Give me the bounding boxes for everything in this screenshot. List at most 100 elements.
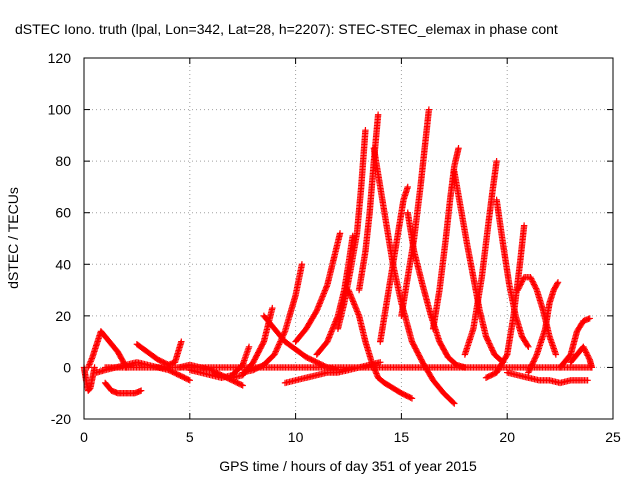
data-point bbox=[484, 336, 491, 343]
data-point bbox=[408, 395, 416, 402]
data-point bbox=[178, 338, 185, 345]
data-point bbox=[407, 394, 414, 401]
data-point bbox=[87, 358, 94, 365]
data-point bbox=[531, 355, 539, 362]
data-point bbox=[455, 145, 462, 152]
data-point bbox=[483, 334, 490, 342]
data-point bbox=[530, 358, 537, 365]
x-tick-label: 10 bbox=[288, 429, 304, 445]
data-point bbox=[515, 284, 523, 291]
data-point bbox=[582, 349, 590, 356]
data-point bbox=[250, 357, 258, 365]
data-series bbox=[281, 359, 384, 387]
data-series bbox=[85, 328, 130, 371]
data-point bbox=[486, 341, 494, 349]
data-series bbox=[482, 222, 528, 381]
data-point bbox=[253, 352, 261, 359]
data-series bbox=[525, 279, 562, 376]
data-point bbox=[531, 356, 538, 364]
data-point bbox=[516, 282, 524, 289]
data-point bbox=[488, 345, 496, 353]
data-point bbox=[482, 333, 490, 340]
data-point bbox=[514, 286, 521, 294]
data-series bbox=[556, 315, 593, 371]
data-point bbox=[450, 399, 457, 406]
x-tick-label: 20 bbox=[499, 429, 515, 445]
data-point bbox=[362, 127, 369, 134]
data-point bbox=[525, 343, 532, 350]
x-tick-label: 15 bbox=[394, 429, 410, 445]
data-point bbox=[487, 343, 494, 350]
data-point bbox=[255, 349, 262, 356]
data-point bbox=[408, 338, 416, 345]
data-series bbox=[493, 196, 532, 350]
data-point bbox=[532, 352, 540, 360]
x-tick-label: 25 bbox=[605, 429, 621, 445]
x-tick-label: 0 bbox=[80, 429, 88, 445]
data-point bbox=[490, 348, 497, 355]
data-point bbox=[413, 348, 421, 355]
data-point bbox=[525, 367, 533, 375]
data-point bbox=[271, 349, 279, 357]
data-point bbox=[531, 282, 538, 289]
data-point bbox=[518, 279, 525, 287]
y-tick-label: 20 bbox=[55, 308, 71, 324]
x-axis-label: GPS time / hours of day 351 of year 2015 bbox=[219, 458, 477, 474]
data-point bbox=[85, 362, 93, 370]
data-point bbox=[417, 354, 424, 362]
data-point bbox=[524, 342, 531, 349]
data-point bbox=[275, 342, 282, 350]
data-point bbox=[239, 382, 246, 389]
y-axis-label: dSTEC / TECUs bbox=[5, 187, 21, 289]
data-series bbox=[292, 230, 344, 345]
y-tick-label: 60 bbox=[55, 205, 71, 221]
data-series bbox=[334, 127, 369, 332]
data-point bbox=[410, 342, 418, 349]
data-point bbox=[137, 387, 145, 394]
data-point bbox=[88, 356, 95, 364]
y-tick-label: 80 bbox=[55, 153, 71, 169]
data-point bbox=[582, 347, 589, 355]
data-point bbox=[585, 353, 592, 361]
data-point bbox=[86, 361, 93, 368]
data-point bbox=[532, 285, 540, 292]
data-point bbox=[503, 352, 510, 360]
chart-title: dSTEC Iono. truth (lpal, Lon=342, Lat=28… bbox=[15, 21, 558, 37]
data-point bbox=[374, 111, 382, 118]
data-point bbox=[409, 339, 416, 347]
data-point bbox=[584, 352, 591, 359]
data-series bbox=[377, 183, 411, 345]
y-tick-label: 120 bbox=[48, 50, 72, 66]
data-point bbox=[527, 273, 534, 281]
data-point bbox=[273, 345, 281, 352]
data-point bbox=[238, 381, 245, 389]
data-series bbox=[101, 379, 145, 397]
data-series bbox=[398, 106, 433, 320]
data-point bbox=[252, 353, 260, 360]
data-point bbox=[532, 284, 539, 291]
plot-frame bbox=[83, 57, 614, 420]
data-point bbox=[377, 359, 384, 366]
data-series bbox=[504, 369, 591, 387]
data-point bbox=[485, 338, 492, 346]
data-point bbox=[413, 346, 420, 354]
data-point bbox=[281, 329, 288, 336]
data-series bbox=[404, 209, 469, 371]
x-tick-label: 5 bbox=[186, 429, 194, 445]
data-point bbox=[85, 364, 92, 371]
axis-ticks: 0 5 10 15 20 25 -20 0 20 40 60 80 100 120 bbox=[48, 50, 621, 445]
data-point bbox=[414, 349, 421, 356]
data-point bbox=[298, 261, 306, 268]
data-point bbox=[269, 304, 276, 312]
data-point bbox=[530, 281, 538, 288]
data-point bbox=[520, 222, 528, 229]
data-point bbox=[588, 364, 596, 371]
data-point bbox=[404, 183, 411, 191]
data-point bbox=[186, 377, 193, 384]
data-point bbox=[250, 359, 257, 366]
data-point bbox=[272, 348, 279, 355]
data-point bbox=[415, 350, 422, 358]
y-tick-label: -20 bbox=[51, 411, 71, 427]
data-point bbox=[185, 376, 192, 383]
data-point bbox=[91, 364, 98, 371]
